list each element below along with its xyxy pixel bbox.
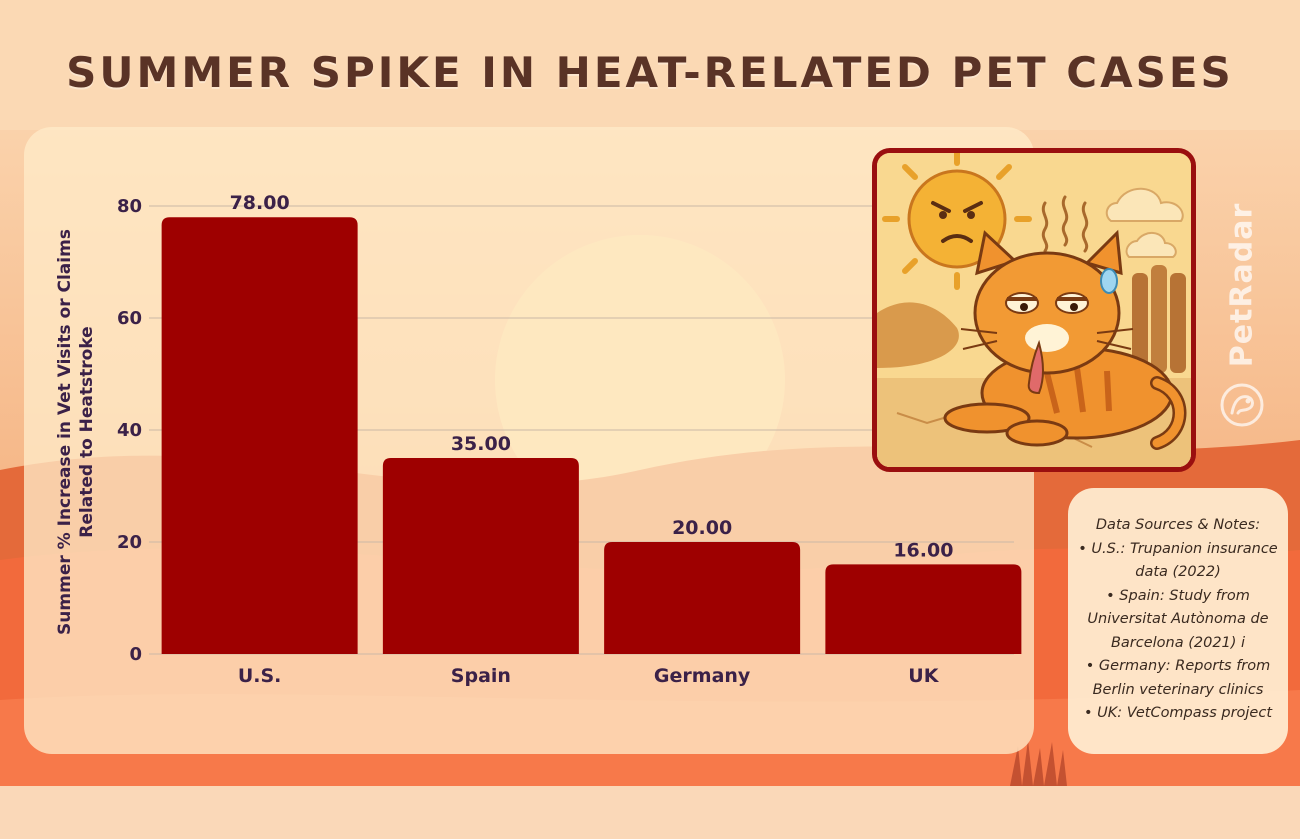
notes-line: Barcelona (2021) i — [1110, 634, 1246, 651]
notes-line: • Spain: Study from — [1106, 587, 1250, 604]
bar — [382, 458, 579, 654]
notes-line: Data Sources & Notes: — [1095, 517, 1261, 533]
y-tick-label: 0 — [129, 644, 142, 665]
x-tick-label: UK — [908, 665, 939, 687]
bar — [161, 217, 358, 654]
data-label: 20.00 — [672, 517, 732, 539]
x-tick-label: U.S. — [238, 665, 282, 687]
y-tick-label: 20 — [117, 532, 142, 553]
notes-line: • U.S.: Trupanion insurance — [1078, 540, 1278, 557]
data-sources-notes: Data Sources & Notes: • U.S.: Trupanion … — [1068, 488, 1288, 754]
y-tick-label: 40 — [117, 420, 142, 441]
x-tick-label: Spain — [451, 665, 511, 687]
y-axis-label: Summer % Increase in Vet Visits or Claim… — [55, 229, 97, 635]
data-label: 35.00 — [451, 433, 511, 455]
notes-line: data (2022) — [1135, 564, 1221, 580]
notes-line: • Germany: Reports from — [1085, 658, 1271, 674]
bar-chart: 0 20 40 60 80 78.00 U.S. 35.00 Spain 20.00 Germany… — [117, 192, 1022, 687]
notes-line: Universitat Autònoma de — [1087, 611, 1269, 627]
overheated-cat-illustration — [872, 148, 1196, 472]
y-tick-label: 80 — [117, 196, 142, 217]
brand-watermark: PetRadar — [1224, 202, 1260, 368]
petradar-logo-icon — [1220, 383, 1264, 427]
notes-line: • UK: VetCompass project — [1083, 705, 1273, 721]
notes-line: Berlin veterinary clinics — [1092, 681, 1264, 698]
fence-icon — [1132, 265, 1186, 373]
x-tick-label: Germany — [654, 665, 751, 687]
bar — [604, 542, 801, 654]
chart-title: SUMMER SPIKE IN HEAT-RELATED PET CASES — [66, 48, 1234, 97]
data-label: 16.00 — [893, 539, 953, 561]
data-label: 78.00 — [230, 192, 290, 214]
bar — [825, 564, 1022, 654]
cat-icon — [943, 229, 1187, 450]
y-tick-label: 60 — [117, 308, 142, 329]
